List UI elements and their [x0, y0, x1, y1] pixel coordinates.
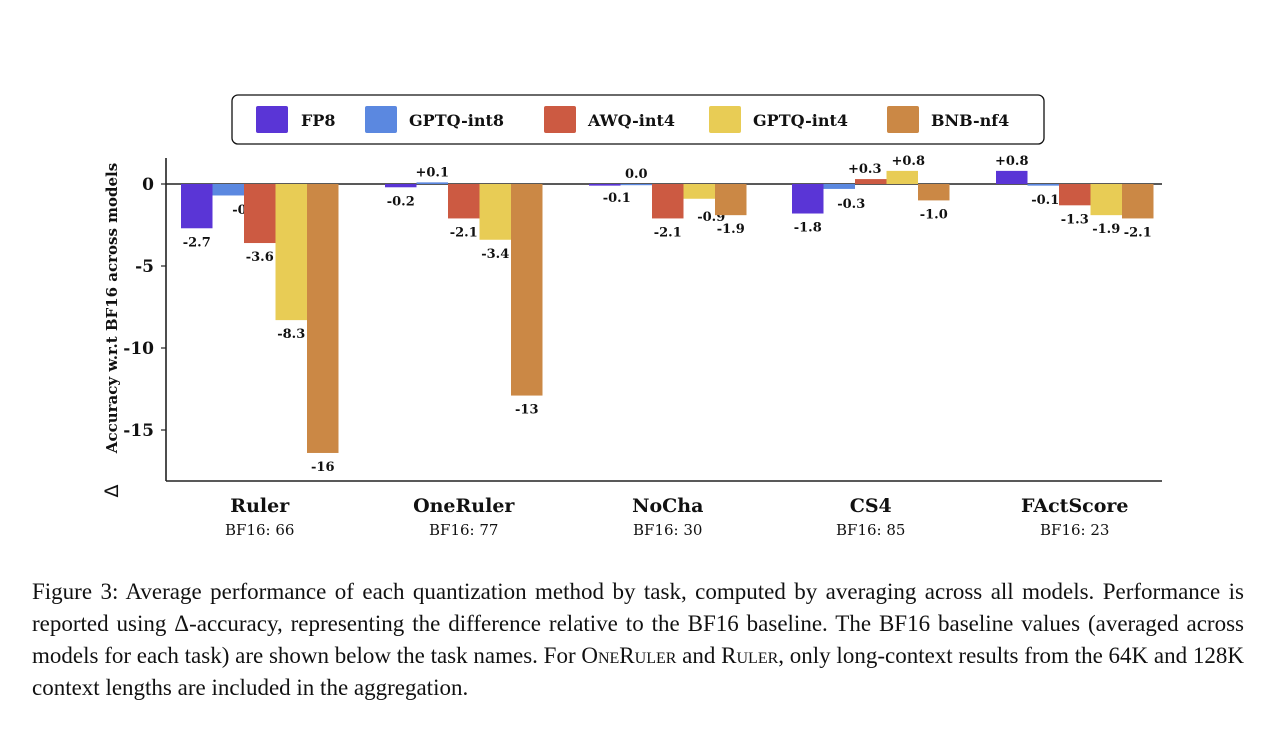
x-tick-label: FActScore	[1021, 495, 1129, 517]
x-axis: Ruler BF16: 66 OneRuler BF16: 77 NoCha BF16: …	[166, 480, 1162, 539]
legend-swatch	[365, 106, 397, 133]
caption-text-1: Figure 3: Average performance of each qu…	[32, 579, 1244, 668]
bar-awq-int4-factscore	[1059, 184, 1091, 206]
bar-fp8-oneruler	[385, 184, 417, 188]
caption-and: and	[676, 643, 722, 668]
bar-value-label: -2.1	[1124, 225, 1152, 240]
legend-swatch	[544, 106, 576, 133]
legend-swatch	[256, 106, 288, 133]
x-tick-label: CS4	[850, 495, 892, 517]
legend-label: BNB-nf4	[931, 111, 1009, 130]
bar-value-label: -0.1	[1031, 193, 1059, 208]
bar-gptq-int8-factscore	[1027, 184, 1059, 186]
bar-bnb-nf4-ruler	[307, 184, 339, 453]
bar-gptq-int8-cs4	[823, 184, 855, 189]
bar-awq-int4-oneruler	[448, 184, 480, 219]
baseline-label: BF16: 66	[225, 521, 294, 539]
bar-value-label: -16	[311, 460, 335, 475]
legend-label: GPTQ-int4	[753, 111, 848, 130]
legend-label: GPTQ-int8	[409, 111, 504, 130]
bar-fp8-factscore	[996, 170, 1028, 184]
y-tick-label: -10	[123, 339, 154, 359]
plot-area: -2.7-0.7-3.6-8.3-16-0.2+0.1-2.1-3.4-13-0…	[166, 154, 1162, 475]
bar-value-label: -3.6	[246, 250, 274, 265]
x-tick-label: NoCha	[632, 495, 703, 517]
y-tick-label: -5	[135, 257, 154, 277]
bar-value-label: -1.0	[920, 207, 948, 222]
bar-fp8-cs4	[792, 184, 824, 214]
caption-text-2: , only long-context results from the 64K…	[32, 643, 1245, 700]
bar-value-label: +0.3	[848, 162, 882, 177]
bar-bnb-nf4-nocha	[715, 184, 747, 216]
bar-value-label: -0.2	[387, 194, 415, 209]
baseline-label: BF16: 85	[836, 521, 905, 539]
bar-gptq-int4-factscore	[1090, 184, 1122, 216]
bar-value-label: -2.7	[183, 235, 211, 250]
bar-value-label: +0.8	[995, 154, 1029, 169]
legend-label: AWQ-int4	[587, 111, 675, 130]
bar-value-label: -2.1	[654, 225, 682, 240]
bar-gptq-int8-ruler	[212, 184, 244, 196]
bar-value-label: +0.8	[891, 154, 925, 169]
bar-value-label: -1.3	[1061, 212, 1089, 227]
bar-fp8-ruler	[181, 184, 213, 229]
bar-value-label: -0.3	[837, 197, 865, 212]
caption-oneruler: OneRuler	[581, 643, 677, 668]
bar-value-label: -1.9	[717, 222, 745, 237]
legend-box	[231, 94, 1045, 145]
bar-gptq-int8-oneruler	[416, 182, 448, 184]
chart: FP8 GPTQ-int8 AWQ-int4 GPTQ-int4 BNB-nf4 -2.…	[101, 94, 1162, 539]
bar-value-label: -1.8	[794, 221, 822, 236]
x-tick-label: OneRuler	[413, 495, 515, 517]
bar-gptq-int4-oneruler	[479, 184, 511, 240]
y-tick-label: -15	[123, 421, 154, 441]
bar-value-label: +0.1	[415, 165, 449, 180]
baseline-label: BF16: 23	[1040, 521, 1109, 539]
baseline-label: BF16: 30	[633, 521, 702, 539]
bar-awq-int4-ruler	[244, 184, 276, 244]
bar-value-label: -13	[515, 403, 539, 418]
bar-bnb-nf4-cs4	[918, 184, 950, 201]
bar-gptq-int4-cs4	[886, 170, 918, 184]
x-tick-label: Ruler	[230, 495, 290, 517]
bar-gptq-int4-nocha	[683, 184, 715, 199]
y-axis-label: Accuracy w.r.t BF16 across models	[103, 163, 121, 454]
caption-ruler: Ruler	[721, 643, 779, 668]
bar-fp8-nocha	[589, 184, 621, 186]
bar-bnb-nf4-factscore	[1122, 184, 1154, 219]
legend-label: FP8	[301, 111, 336, 130]
delta-symbol: Δ	[101, 485, 123, 498]
bar-value-label: -3.4	[481, 247, 509, 262]
legend-swatch	[887, 106, 919, 133]
bar-awq-int4-cs4	[855, 179, 887, 184]
baseline-label: BF16: 77	[429, 521, 498, 539]
bar-value-label: -2.1	[450, 225, 478, 240]
legend: FP8 GPTQ-int8 AWQ-int4 GPTQ-int4 BNB-nf4	[231, 94, 1045, 145]
bar-value-label: 0.0	[625, 167, 648, 182]
bar-gptq-int8-nocha	[620, 184, 652, 186]
bar-awq-int4-nocha	[652, 184, 684, 219]
bar-value-label: -1.9	[1092, 222, 1120, 237]
bar-gptq-int4-ruler	[275, 184, 307, 321]
figure-caption: Figure 3: Average performance of each qu…	[32, 576, 1244, 704]
bar-value-label: -0.1	[603, 191, 631, 206]
bar-value-label: -8.3	[277, 327, 305, 342]
y-tick-label: 0	[142, 175, 154, 195]
legend-swatch	[709, 106, 741, 133]
bar-bnb-nf4-oneruler	[511, 184, 543, 396]
